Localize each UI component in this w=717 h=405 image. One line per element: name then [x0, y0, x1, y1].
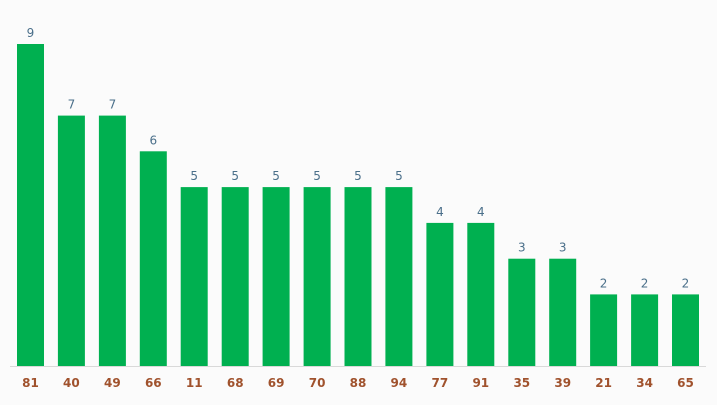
value-label-34: 2	[641, 276, 649, 290]
x-tick-label-66: 66	[145, 376, 162, 390]
x-tick-label-70: 70	[309, 376, 326, 390]
x-tick-label-94: 94	[391, 376, 408, 390]
x-tick-label-21: 21	[595, 376, 612, 390]
value-label-39: 3	[559, 241, 567, 255]
x-tick-label-88: 88	[350, 376, 367, 390]
value-label-11: 5	[190, 169, 198, 183]
bar-66	[139, 151, 167, 366]
x-tick-label-77: 77	[432, 376, 449, 390]
bar-94	[385, 187, 413, 366]
bar-21	[590, 294, 618, 366]
bars-group	[17, 44, 699, 366]
value-labels-group: 9 7 7 6 5 5 5 5 5 5 4 4 3 3 2 2 2	[27, 26, 690, 290]
bar-69	[262, 187, 290, 366]
x-tick-label-91: 91	[472, 376, 489, 390]
value-label-35: 3	[518, 241, 526, 255]
value-label-49: 7	[109, 98, 117, 112]
bar-40	[57, 115, 85, 366]
value-label-91: 4	[477, 205, 485, 219]
bar-88	[344, 187, 372, 366]
x-tick-label-39: 39	[554, 376, 571, 390]
bar-39	[549, 258, 577, 366]
bar-49	[98, 115, 126, 366]
x-tick-label-49: 49	[104, 376, 121, 390]
value-label-66: 6	[149, 133, 157, 147]
bar-77	[426, 222, 454, 366]
value-label-94: 5	[395, 169, 403, 183]
bar-81	[17, 44, 44, 366]
value-label-68: 5	[231, 169, 239, 183]
value-label-88: 5	[354, 169, 362, 183]
value-label-65: 2	[682, 276, 690, 290]
value-label-21: 2	[600, 276, 608, 290]
x-tick-labels-group: 81 40 49 66 11 68 69 70 88 94 77 91 35 39 21 34 65	[22, 376, 694, 390]
bar-34	[631, 294, 659, 366]
x-tick-label-35: 35	[513, 376, 530, 390]
x-tick-label-69: 69	[268, 376, 285, 390]
bar-68	[221, 187, 249, 366]
value-label-81: 9	[27, 26, 35, 40]
x-tick-label-65: 65	[677, 376, 694, 390]
x-tick-label-40: 40	[63, 376, 80, 390]
bar-11	[180, 187, 208, 366]
x-tick-label-68: 68	[227, 376, 244, 390]
x-tick-label-11: 11	[186, 376, 203, 390]
x-tick-label-81: 81	[22, 376, 39, 390]
value-label-77: 4	[436, 205, 444, 219]
x-tick-label-34: 34	[636, 376, 653, 390]
bar-35	[508, 258, 536, 366]
bar-70	[303, 187, 331, 366]
value-label-70: 5	[313, 169, 321, 183]
bar-91	[467, 222, 495, 366]
bar-65	[672, 294, 699, 366]
value-label-40: 7	[68, 98, 76, 112]
value-label-69: 5	[272, 169, 280, 183]
